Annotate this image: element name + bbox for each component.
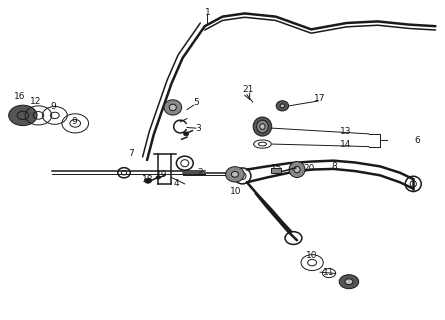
Text: 4: 4 xyxy=(174,180,179,188)
Ellipse shape xyxy=(226,167,244,182)
Text: 14: 14 xyxy=(340,140,352,149)
Ellipse shape xyxy=(169,104,176,111)
Text: 11: 11 xyxy=(323,268,335,277)
Circle shape xyxy=(156,176,160,179)
Text: 17: 17 xyxy=(313,94,325,103)
Circle shape xyxy=(145,178,151,183)
Text: 7: 7 xyxy=(129,149,134,158)
Ellipse shape xyxy=(280,104,285,108)
Text: 19: 19 xyxy=(156,170,167,179)
Text: 15: 15 xyxy=(271,164,283,173)
Text: 9: 9 xyxy=(50,102,56,111)
Ellipse shape xyxy=(231,172,239,177)
Text: 13: 13 xyxy=(340,127,352,136)
Text: 2: 2 xyxy=(198,168,203,177)
Ellipse shape xyxy=(257,120,268,133)
Text: 21: 21 xyxy=(242,85,254,94)
Text: 10: 10 xyxy=(306,252,318,260)
Circle shape xyxy=(183,132,189,136)
Text: 10: 10 xyxy=(230,187,242,196)
Text: 8: 8 xyxy=(332,162,337,171)
Text: 20: 20 xyxy=(303,164,315,173)
Circle shape xyxy=(339,275,359,289)
Ellipse shape xyxy=(289,162,305,178)
Ellipse shape xyxy=(253,117,272,136)
Text: 5: 5 xyxy=(193,98,199,107)
Ellipse shape xyxy=(164,100,182,115)
Ellipse shape xyxy=(294,166,300,173)
Text: 3: 3 xyxy=(195,124,201,132)
Text: 9: 9 xyxy=(71,116,77,126)
Text: 12: 12 xyxy=(30,97,41,106)
Text: 1: 1 xyxy=(206,8,211,17)
Text: 18: 18 xyxy=(142,175,154,184)
Ellipse shape xyxy=(276,101,289,111)
Circle shape xyxy=(345,279,353,284)
FancyBboxPatch shape xyxy=(271,168,281,173)
Text: 6: 6 xyxy=(415,136,421,145)
Ellipse shape xyxy=(260,124,265,129)
Text: 16: 16 xyxy=(14,92,25,101)
Circle shape xyxy=(9,105,37,125)
